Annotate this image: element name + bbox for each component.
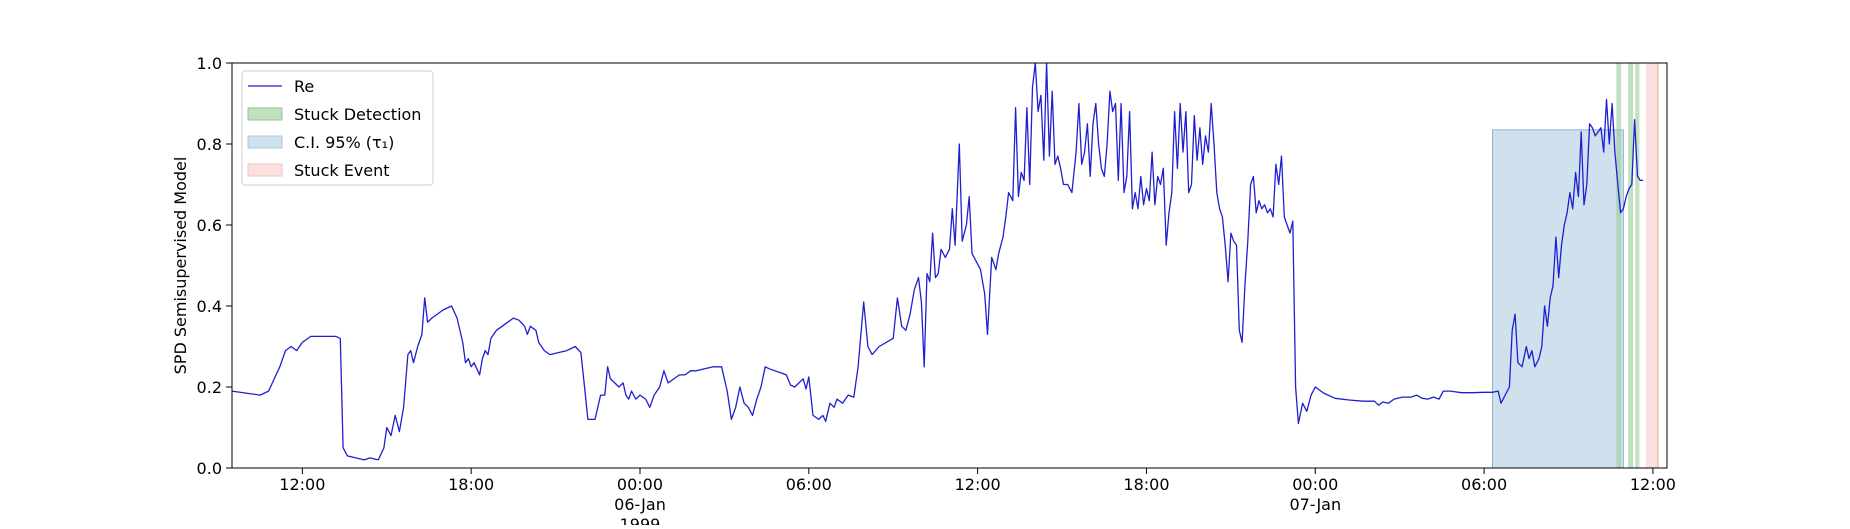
y-tick-label: 0.6 — [197, 216, 222, 235]
span-detect-3 — [1635, 63, 1640, 468]
highlight-spans — [1492, 63, 1659, 469]
span-detect-2 — [1628, 63, 1634, 468]
x-tick-date-label: 06-Jan — [614, 495, 666, 514]
x-tick-label: 18:00 — [1123, 475, 1169, 494]
legend-swatch-patch — [247, 135, 283, 149]
x-tick-label: 06:00 — [786, 475, 832, 494]
legend-entry-label: Re — [294, 77, 314, 96]
y-axis: 0.0 0.2 0.4 0.6 0.8 1.0 — [197, 54, 232, 478]
x-tick-label: 12:00 — [955, 475, 1001, 494]
y-tick-label: 0.0 — [197, 459, 222, 478]
plot-frame — [231, 62, 1668, 469]
legend-box — [241, 70, 434, 186]
span-event-edge-5 — [1657, 63, 1659, 468]
series-layer — [231, 62, 1644, 461]
legend-entry-label: Stuck Detection — [294, 105, 421, 124]
y-tick-label: 0.4 — [197, 297, 222, 316]
legend-swatch-patch — [247, 107, 283, 121]
y-tick-label: 1.0 — [197, 54, 222, 73]
legend-entry-label: C.I. 95% (τ₁) — [294, 133, 394, 152]
x-tick-label: 12:00 — [279, 475, 325, 494]
series-line-re — [231, 62, 1644, 461]
x-tick-label: 12:00 — [1630, 475, 1676, 494]
legend-entry-label: Stuck Event — [294, 161, 390, 180]
x-tick-label: 00:00 — [1292, 475, 1338, 494]
y-tick-label: 0.2 — [197, 378, 222, 397]
legend: Re Stuck Detection C.I. 95% (τ₁) Stuck Even… — [241, 70, 434, 186]
x-tick-label: 00:00 — [617, 475, 663, 494]
x-tick-label: 18:00 — [448, 475, 494, 494]
span-detect-1 — [1616, 63, 1622, 468]
span-event-4 — [1645, 63, 1658, 468]
x-tick-label: 06:00 — [1461, 475, 1507, 494]
x-tick-year-label: 1999 — [620, 515, 661, 525]
y-tick-label: 0.8 — [197, 135, 222, 154]
x-tick-date-label: 07-Jan — [1289, 495, 1341, 514]
y-axis-label: SPD Semisupervised Model — [171, 157, 190, 375]
span-ci-0 — [1492, 129, 1624, 469]
legend-swatch-patch — [247, 163, 283, 177]
